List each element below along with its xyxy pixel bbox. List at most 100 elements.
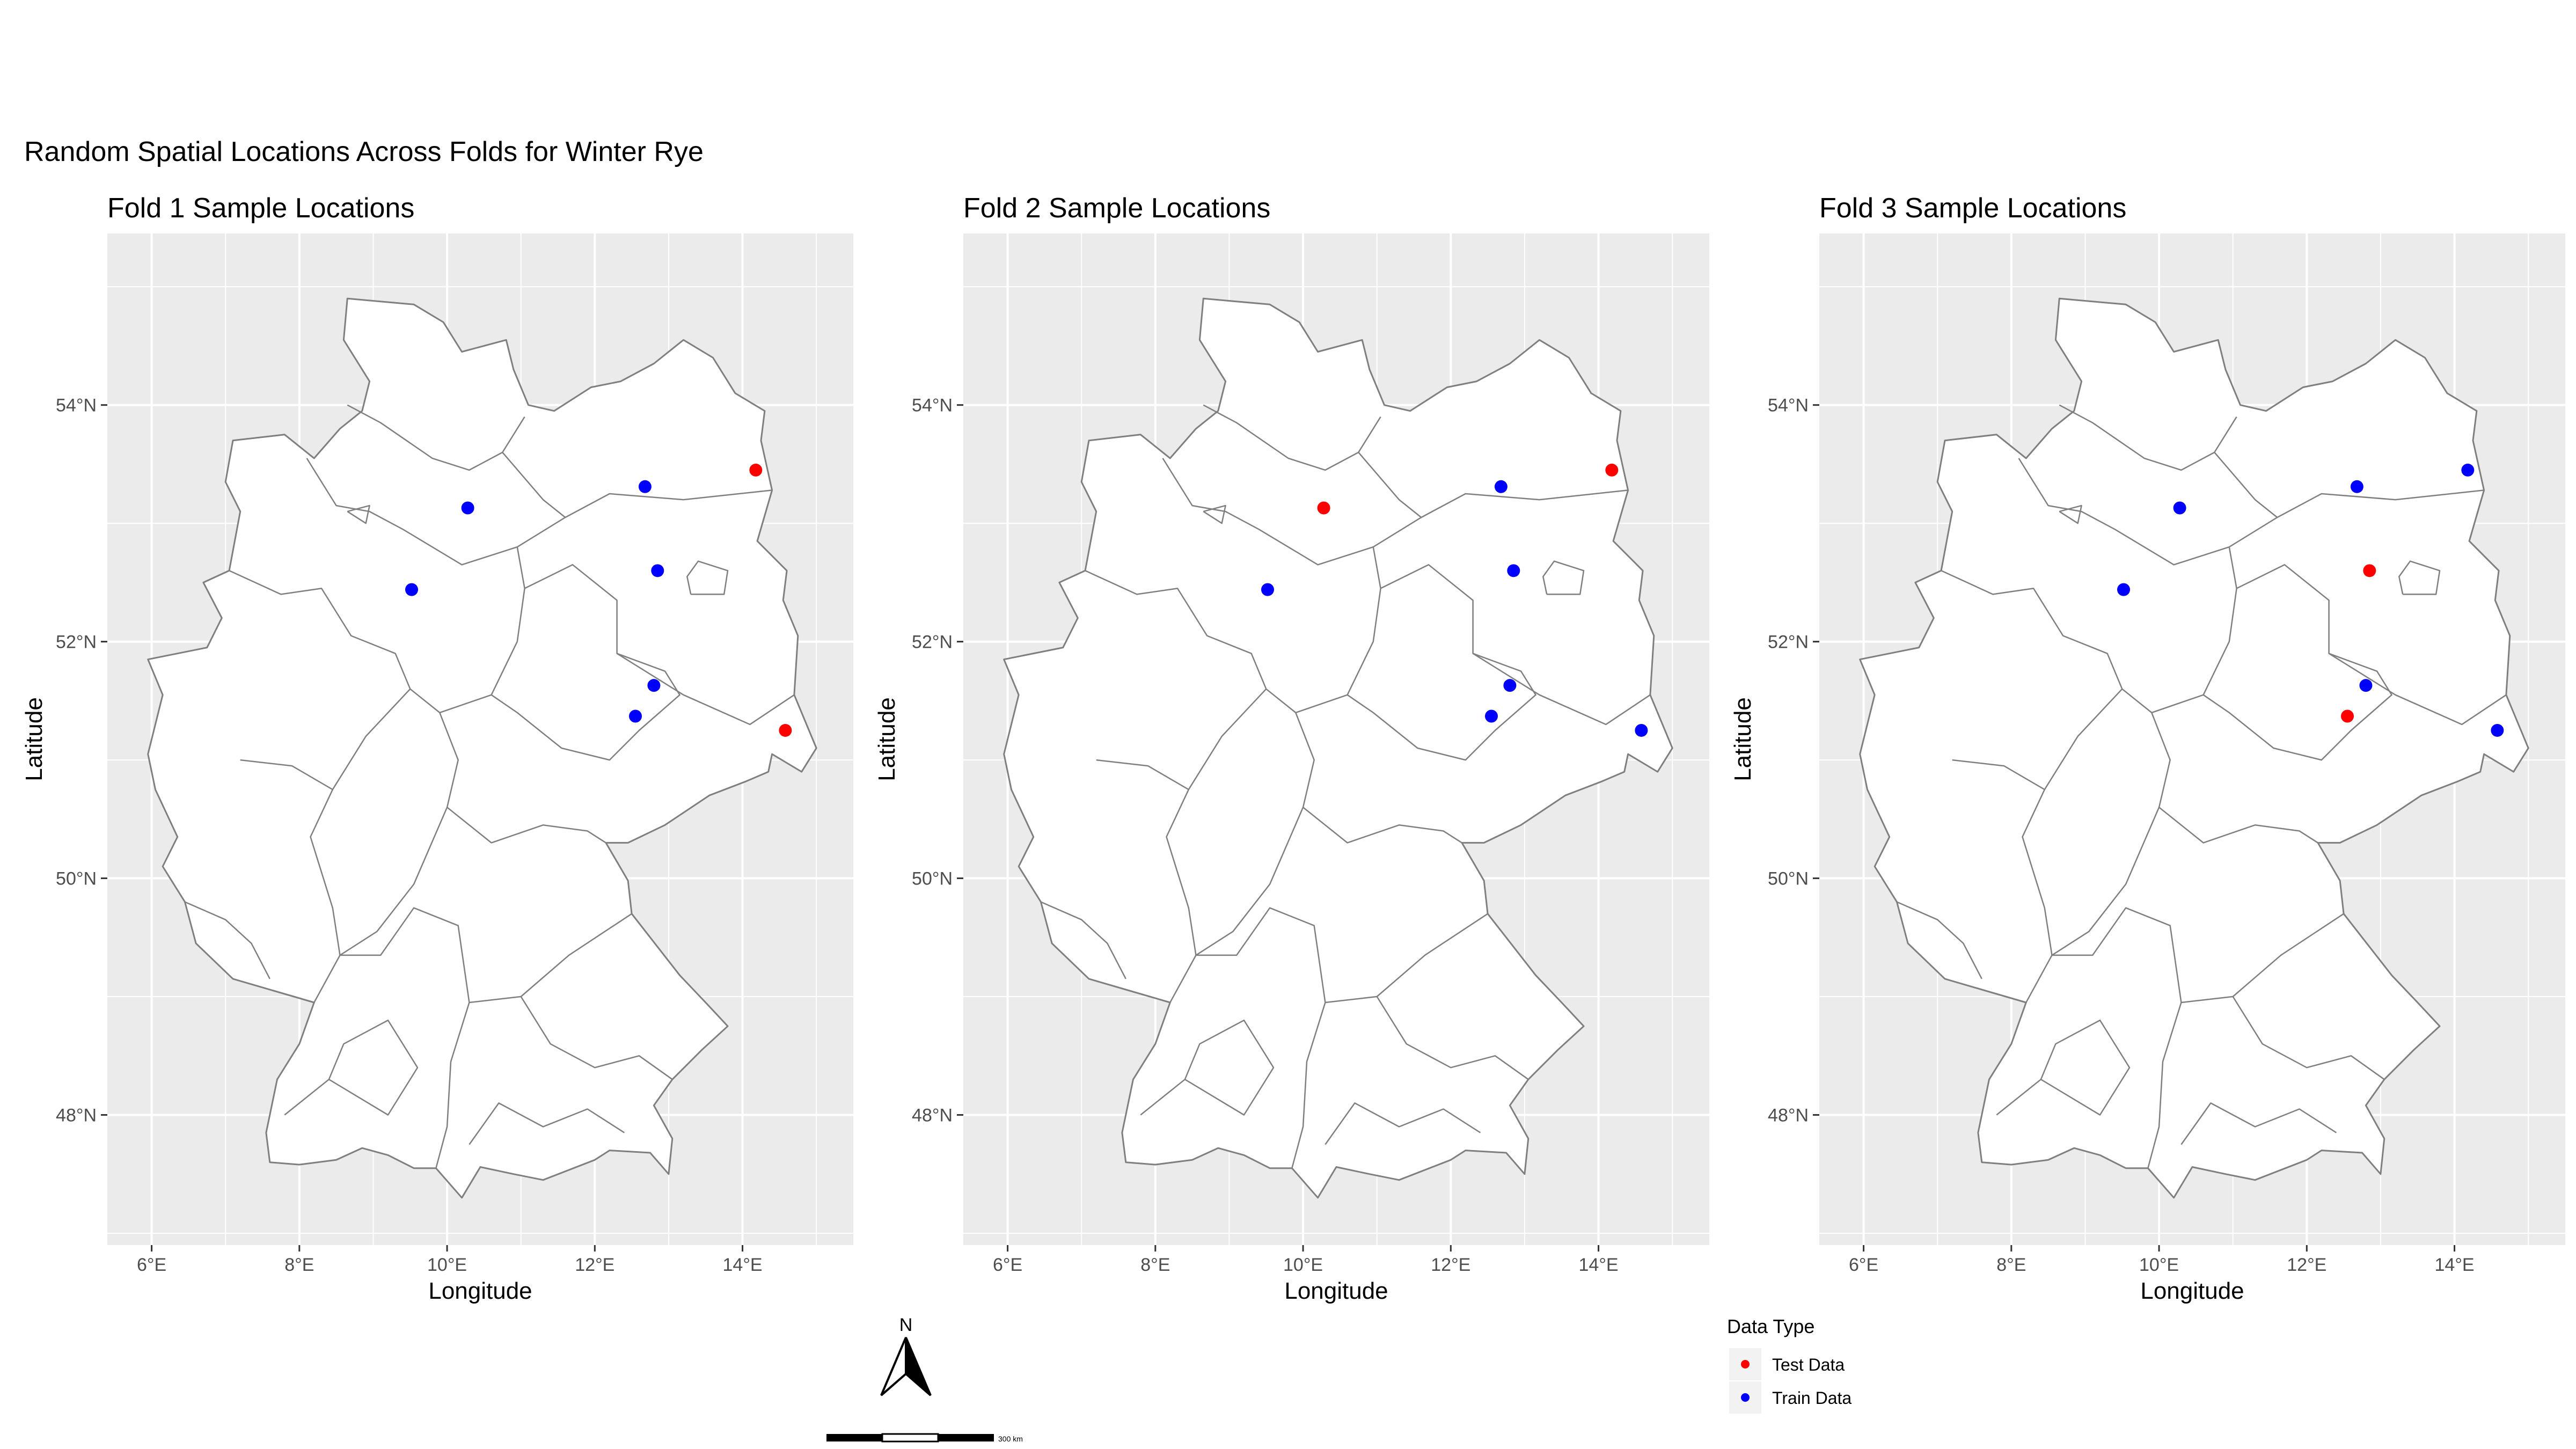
y-tick-label: 54°N xyxy=(912,396,953,416)
scale-bar-label: 300 km xyxy=(998,1435,1023,1443)
x-tick-label: 6°E xyxy=(993,1255,1022,1275)
x-tick-label: 10°E xyxy=(2139,1255,2179,1275)
state-boundary xyxy=(1896,901,1982,979)
test-data-point xyxy=(1317,501,1330,515)
test-data-point xyxy=(749,463,763,477)
state-boundary xyxy=(2025,907,2182,1169)
map-panel-3: Fold 3 Sample Locations 6°E 8°E 10°E 12°E 14°… xyxy=(1730,193,2565,1304)
panel-title: Fold 3 Sample Locations xyxy=(1819,193,2126,224)
y-axis-label: Latitude xyxy=(1730,697,1756,781)
x-tick-label: 10°E xyxy=(427,1255,467,1275)
north-arrow-label: N xyxy=(899,1315,913,1335)
state-boundary xyxy=(469,1102,625,1145)
x-tick-label: 12°E xyxy=(575,1255,614,1275)
y-tick-label: 52°N xyxy=(56,632,97,653)
train-data-point xyxy=(2461,463,2475,477)
state-boundary xyxy=(1203,404,1381,471)
state-boundary xyxy=(2059,404,2237,471)
legend-dot-train xyxy=(1741,1393,1750,1402)
germany-outline xyxy=(1003,297,1673,1199)
state-boundary xyxy=(2181,913,2344,1004)
state-boundary xyxy=(2202,564,2392,761)
state-boundary xyxy=(2180,1102,2337,1145)
x-tick-label: 8°E xyxy=(284,1255,314,1275)
panel-title: Fold 1 Sample Locations xyxy=(107,193,414,224)
train-data-point xyxy=(1485,709,1498,723)
y-axis-label: Latitude xyxy=(874,697,900,781)
train-data-point xyxy=(461,501,474,515)
north-arrow-right-half xyxy=(905,1337,932,1396)
x-tick-label: 8°E xyxy=(1996,1255,2026,1275)
scale-bar: 300 km xyxy=(826,1433,1023,1443)
test-data-point xyxy=(1605,463,1619,477)
map-panel-2: Fold 2 Sample Locations 6°E 8°E 10°E 12°E 14°… xyxy=(874,193,1709,1304)
state-boundary xyxy=(1295,712,1462,844)
legend-item-test: Test Data xyxy=(1729,1348,1845,1380)
y-tick-label: 52°N xyxy=(1768,632,1809,653)
test-data-point xyxy=(779,723,792,737)
state-boundary xyxy=(2214,452,2484,518)
state-boundary xyxy=(2151,712,2318,844)
panel-title: Fold 2 Sample Locations xyxy=(963,193,1270,224)
train-data-point xyxy=(2359,679,2373,692)
test-data-point xyxy=(2363,564,2376,577)
y-tick-label: 50°N xyxy=(56,869,97,889)
state-boundary xyxy=(1358,452,1628,518)
y-tick-label: 48°N xyxy=(912,1105,953,1125)
train-data-point xyxy=(1261,583,1275,596)
x-tick-label: 6°E xyxy=(1849,1255,1878,1275)
x-tick-label: 14°E xyxy=(2435,1255,2475,1275)
north-arrow: N xyxy=(880,1315,932,1396)
state-boundary xyxy=(347,404,525,471)
legend-label-test: Test Data xyxy=(1772,1355,1845,1374)
state-boundary xyxy=(469,913,632,1004)
train-data-point xyxy=(638,480,652,493)
state-boundary xyxy=(2398,560,2441,595)
state-boundary xyxy=(1140,1019,1275,1116)
train-data-point xyxy=(2117,583,2131,596)
y-axis-label: Latitude xyxy=(21,697,47,781)
legend-item-train: Train Data xyxy=(1729,1381,1851,1414)
train-data-point xyxy=(651,564,664,577)
germany-outline xyxy=(1859,297,2529,1199)
state-boundary xyxy=(491,564,680,761)
state-boundary xyxy=(347,504,370,524)
scale-bar-segment-2 xyxy=(881,1433,939,1443)
state-boundary xyxy=(1376,996,1529,1080)
state-boundary xyxy=(1325,913,1488,1004)
north-arrow-left-half xyxy=(880,1337,907,1396)
train-data-point xyxy=(405,583,419,596)
scale-bar-segment-3 xyxy=(938,1434,994,1441)
train-data-point xyxy=(1503,679,1517,692)
state-boundary xyxy=(1040,901,1126,979)
x-tick-label: 12°E xyxy=(2287,1255,2326,1275)
train-data-point xyxy=(629,709,642,723)
y-tick-label: 54°N xyxy=(56,396,97,416)
state-boundary xyxy=(1203,504,1226,524)
x-tick-label: 8°E xyxy=(1140,1255,1170,1275)
state-boundary xyxy=(2232,996,2385,1080)
train-data-point xyxy=(2173,501,2186,515)
state-boundary xyxy=(2059,504,2082,524)
x-axis-label: Longitude xyxy=(2140,1278,2244,1304)
y-tick-label: 50°N xyxy=(912,869,953,889)
legend-label-train: Train Data xyxy=(1772,1388,1851,1408)
y-tick-label: 54°N xyxy=(1768,396,1809,416)
x-tick-label: 6°E xyxy=(137,1255,166,1275)
x-tick-label: 14°E xyxy=(723,1255,763,1275)
train-data-point xyxy=(2350,480,2363,493)
legend-dot-test xyxy=(1741,1360,1750,1368)
state-boundary xyxy=(616,653,795,726)
x-tick-label: 12°E xyxy=(1431,1255,1470,1275)
test-data-point xyxy=(2341,709,2354,723)
x-tick-label: 10°E xyxy=(1283,1255,1323,1275)
scale-bar-segment-1 xyxy=(826,1434,882,1441)
state-boundary xyxy=(502,452,772,518)
state-boundary xyxy=(1542,560,1585,595)
state-boundary xyxy=(1169,907,1326,1169)
y-tick-label: 48°N xyxy=(56,1105,97,1125)
x-axis-label: Longitude xyxy=(1284,1278,1388,1304)
y-tick-label: 50°N xyxy=(1768,869,1809,889)
y-tick-label: 52°N xyxy=(912,632,953,653)
